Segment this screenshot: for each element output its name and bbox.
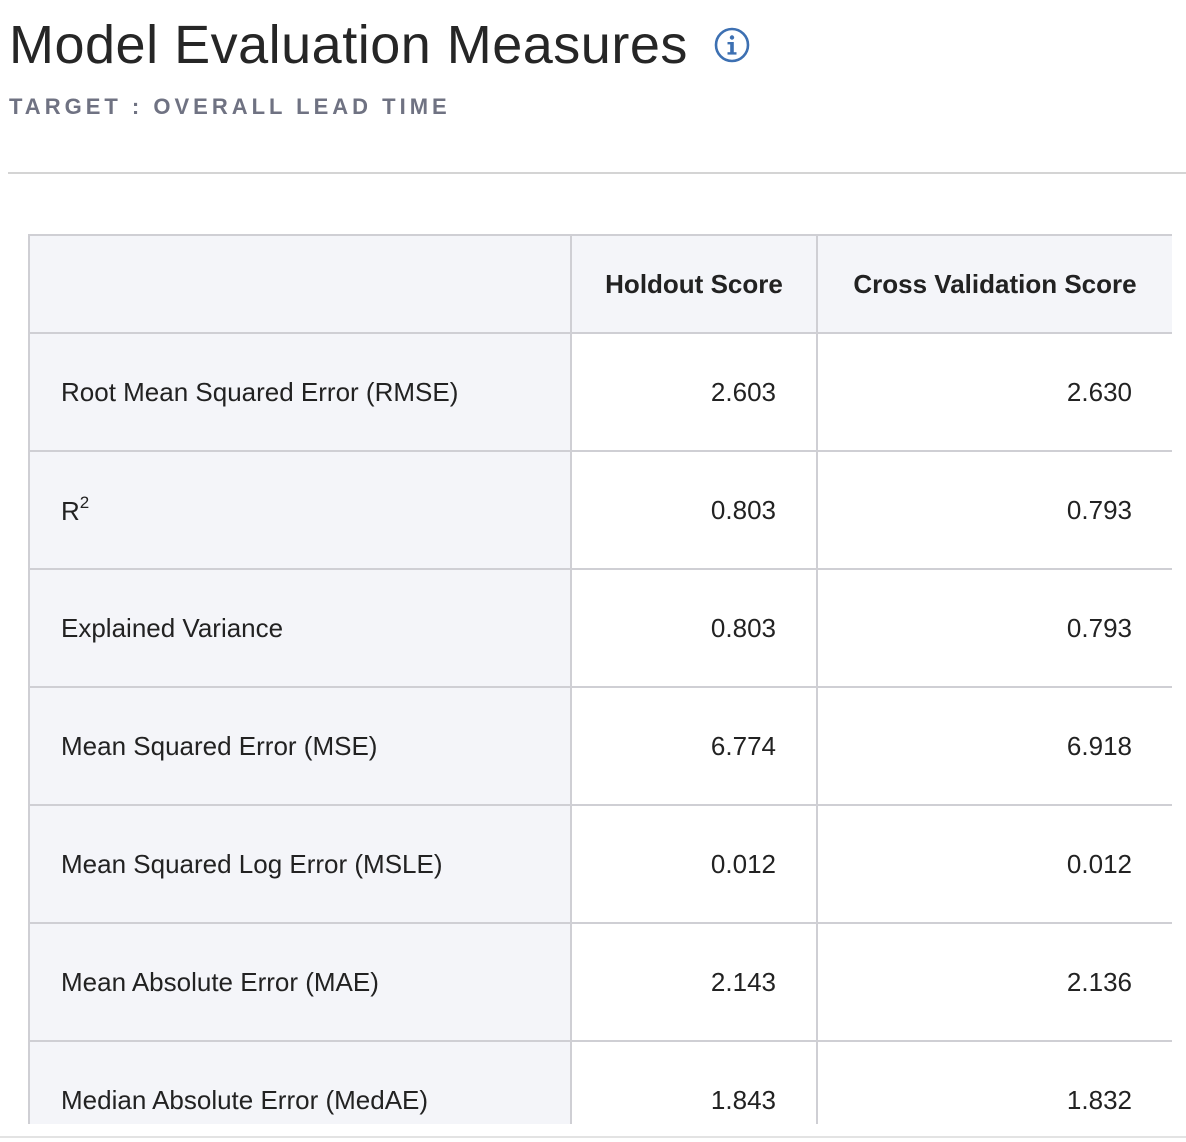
column-header-metric [28,234,572,334]
column-header-holdout[interactable]: Holdout Score [570,234,818,334]
cv-score: 2.630 [816,332,1172,452]
metric-name: Mean Squared Log Error (MSLE) [28,804,572,924]
metric-name-base: R [61,496,80,526]
table-row: Mean Squared Error (MSE) 6.774 6.918 [28,686,1172,806]
bottom-divider [0,1136,1186,1138]
metric-name: Mean Squared Error (MSE) [28,686,572,806]
metric-name-superscript: 2 [79,493,90,512]
target-subtitle: TARGET : OVERALL LEAD TIME [9,94,451,119]
evaluation-table: Holdout Score Cross Validation Score Roo… [28,234,1172,1124]
holdout-score: 0.803 [570,450,818,570]
metric-name: Mean Absolute Error (MAE) [28,922,572,1042]
cv-score: 0.012 [816,804,1172,924]
metric-name: Explained Variance [28,568,572,688]
column-header-cross-validation[interactable]: Cross Validation Score [816,234,1172,334]
holdout-score: 6.774 [570,686,818,806]
cv-score: 6.918 [816,686,1172,806]
table-row: R2 0.803 0.793 [28,450,1172,570]
cv-score: 0.793 [816,568,1172,688]
table-row: Mean Squared Log Error (MSLE) 0.012 0.01… [28,804,1172,924]
cv-score: 2.136 [816,922,1172,1042]
metric-name: Root Mean Squared Error (RMSE) [28,332,572,452]
table-row: Mean Absolute Error (MAE) 2.143 2.136 [28,922,1172,1042]
table-row: Explained Variance 0.803 0.793 [28,568,1172,688]
header-divider [8,172,1186,174]
evaluation-table-container[interactable]: Holdout Score Cross Validation Score Roo… [28,234,1172,1124]
holdout-score: 0.803 [570,568,818,688]
metric-name: Median Absolute Error (MedAE) [28,1040,572,1124]
cv-score: 1.832 [816,1040,1172,1124]
table-row: Median Absolute Error (MedAE) 1.843 1.83… [28,1040,1172,1124]
holdout-score: 2.143 [570,922,818,1042]
table-row: Root Mean Squared Error (RMSE) 2.603 2.6… [28,332,1172,452]
metric-name: R2 [28,450,572,570]
cv-score: 0.793 [816,450,1172,570]
holdout-score: 0.012 [570,804,818,924]
table-header-row: Holdout Score Cross Validation Score [28,234,1172,334]
holdout-score: 2.603 [570,332,818,452]
holdout-score: 1.843 [570,1040,818,1124]
info-icon[interactable] [714,27,750,63]
title-row: Model Evaluation Measures [9,13,750,77]
page-title: Model Evaluation Measures [9,15,688,75]
